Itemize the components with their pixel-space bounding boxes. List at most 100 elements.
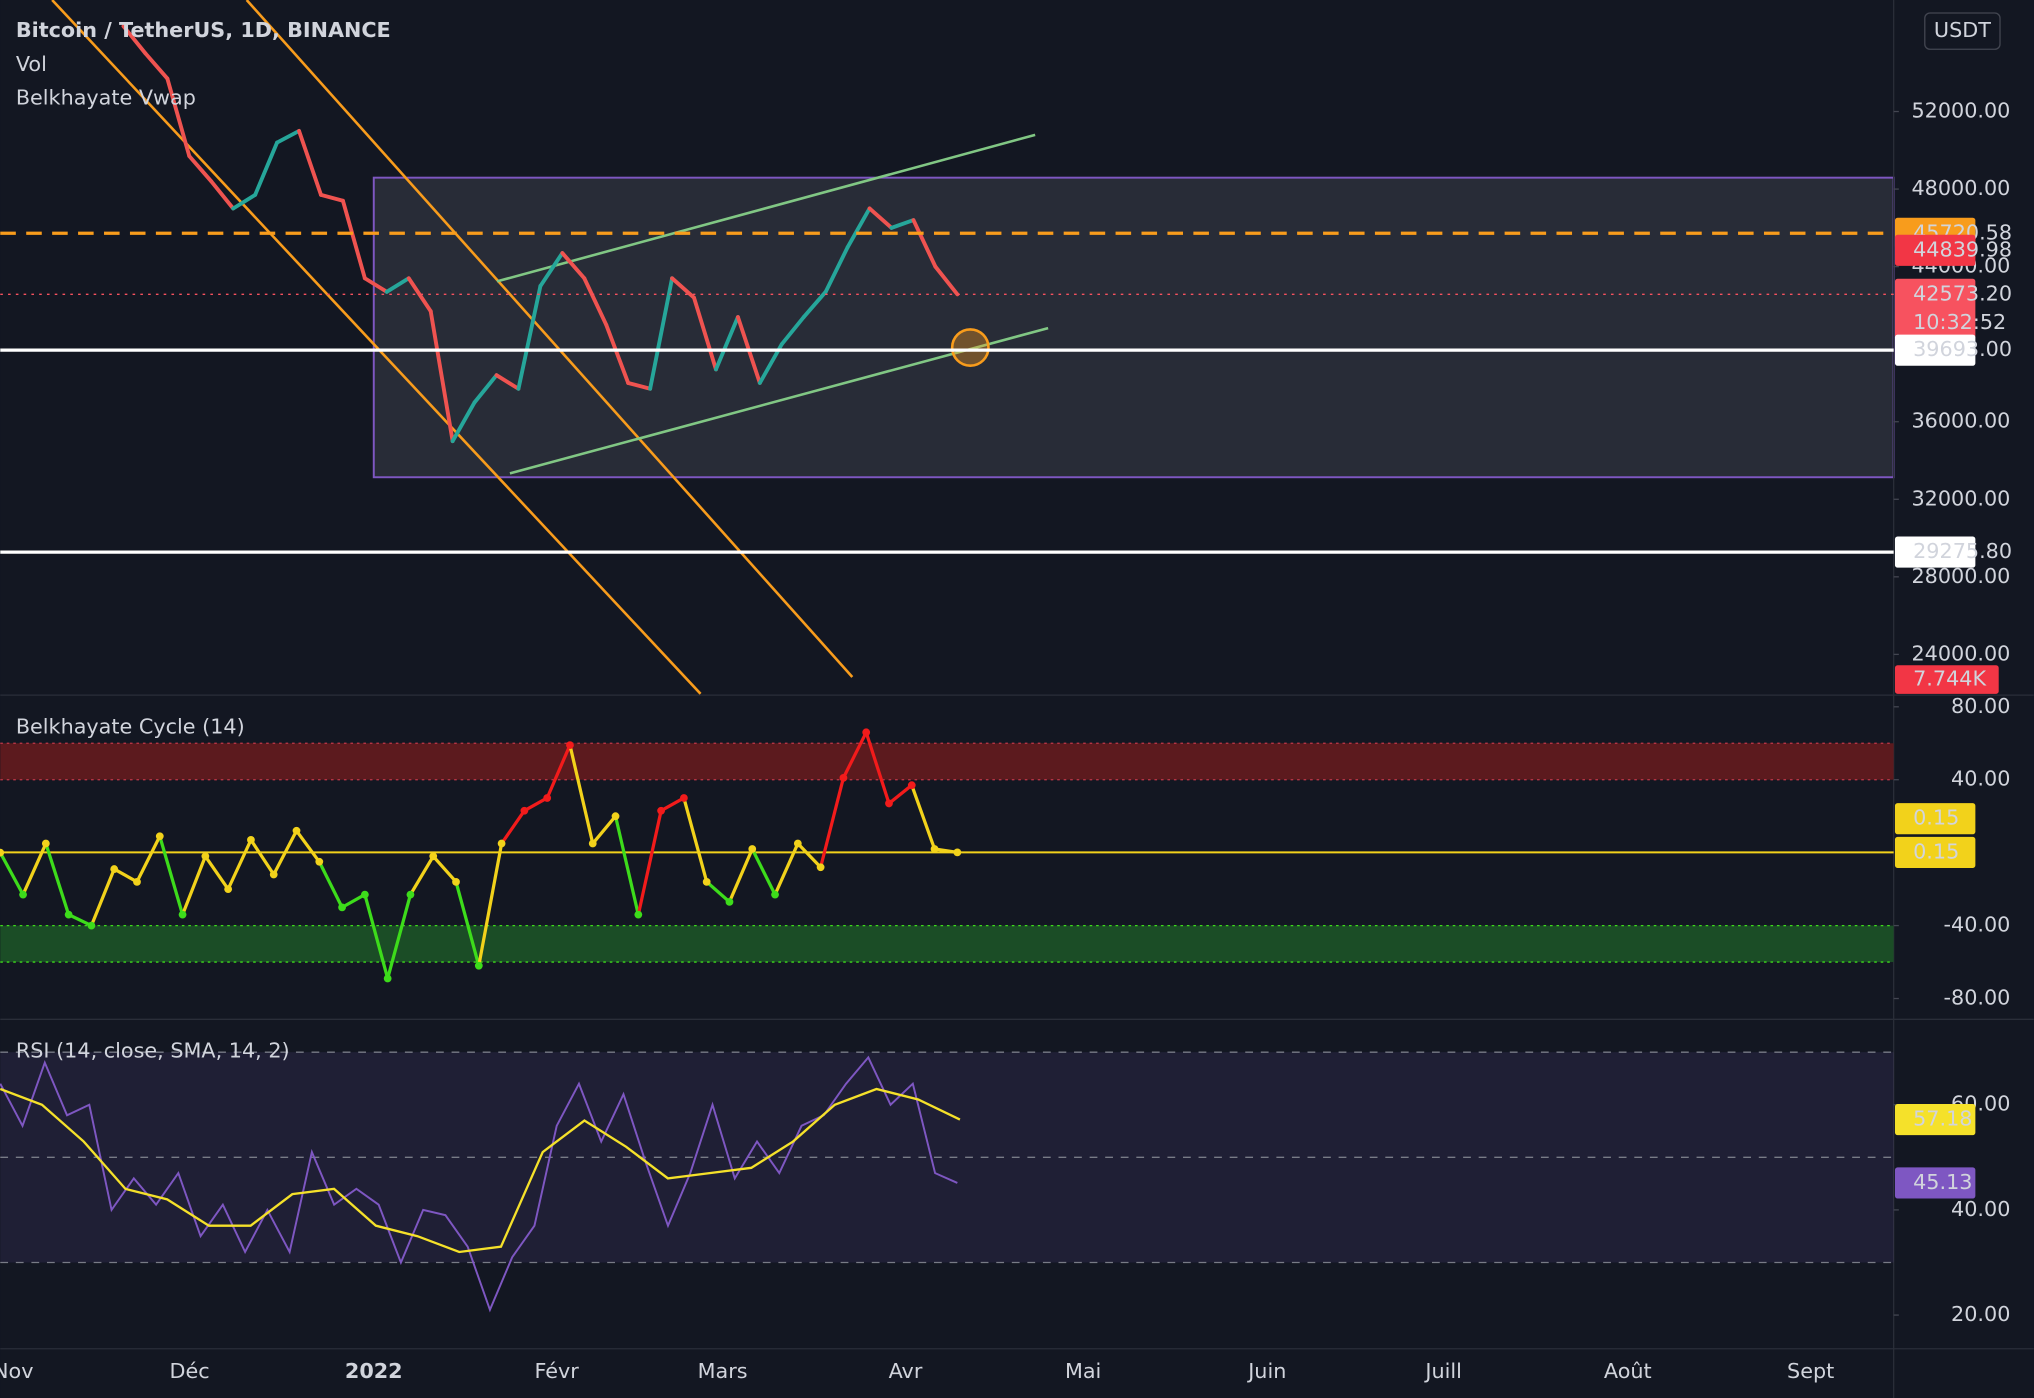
cycle-segment (113, 867, 138, 884)
price-segment (340, 198, 367, 281)
cycle-segment (158, 835, 185, 916)
cycle-segment (89, 868, 116, 927)
price-segment (889, 218, 916, 230)
price-segment (187, 154, 214, 184)
badge-label: 39693.00 (1913, 337, 2012, 361)
y-tick-label: 48000.00 (1911, 176, 2010, 200)
badge-label: 44839.98 (1913, 237, 2012, 261)
x-tick-label: Mars (698, 1359, 748, 1383)
price-segment (604, 322, 631, 385)
cycle-point (748, 845, 757, 853)
cycle-segment (409, 855, 435, 896)
price-segment (560, 251, 587, 281)
x-tick-label: Déc (170, 1359, 210, 1383)
y-tick-label: 52000.00 (1911, 99, 2010, 123)
price-badge (1894, 278, 1976, 339)
x-tick-label: 2022 (345, 1359, 403, 1383)
badge-label: 29275.80 (1913, 539, 2012, 563)
cycle-segment (750, 848, 777, 896)
cycle-segment (636, 810, 663, 915)
cycle-segment (181, 855, 207, 916)
cycle-segment (0, 851, 25, 896)
cycle-segment (249, 839, 276, 876)
y-tick-label: 40.00 (1951, 767, 2010, 791)
price-segment (231, 192, 258, 211)
cycle-segment (613, 815, 640, 916)
cycle-point (816, 863, 825, 872)
cycle-point (680, 794, 688, 802)
price-segment (275, 128, 301, 145)
cycle-point (907, 781, 916, 790)
badge-label: 0.15 (1913, 839, 1959, 863)
price-segment (472, 373, 499, 405)
cycle-point (497, 839, 506, 848)
cycle-point (702, 877, 711, 886)
cycle-point (247, 836, 255, 844)
marker-circle (950, 328, 990, 368)
cycle-segment (819, 777, 845, 868)
cycle-segment (363, 894, 390, 979)
cycle-segment (841, 731, 868, 779)
cycle-point (406, 890, 415, 899)
zone-band (0, 743, 1894, 780)
price-segment (626, 381, 653, 391)
price-segment (779, 315, 806, 347)
x-tick-label: Févr (534, 1359, 579, 1383)
cycle-point (41, 839, 50, 848)
x-tick-label: Août (1604, 1359, 1652, 1383)
cycle-point (87, 921, 96, 930)
price-segment (384, 276, 411, 294)
y-tick-label: 80.00 (1951, 694, 2010, 718)
cycle-point (474, 961, 483, 970)
channel-line (51, 0, 702, 695)
price-segment (845, 206, 872, 250)
y-tick-label: 20.00 (1951, 1302, 2010, 1326)
x-tick-label: Nov (0, 1359, 33, 1383)
range-box (372, 176, 1895, 479)
cycle-point (292, 826, 301, 835)
price-segment (319, 192, 345, 203)
x-tick-label: Avr (889, 1359, 923, 1383)
channel-line (509, 326, 1049, 475)
price-badge (1894, 234, 1976, 266)
cycle-segment (660, 796, 685, 813)
price-segment (823, 245, 850, 294)
price-badge (1894, 836, 1976, 868)
currency-label[interactable]: USDT (1934, 18, 1991, 42)
cycle-point (634, 910, 643, 919)
cycle-point (520, 806, 529, 815)
price-badge (1894, 803, 1976, 835)
cycle-segment (682, 797, 709, 883)
price-segment (867, 206, 894, 230)
cycle-point (0, 848, 5, 857)
cycle-segment (226, 839, 253, 890)
cycle-point (452, 877, 460, 886)
cycle-point (725, 897, 734, 906)
currency-button[interactable] (1924, 12, 2001, 50)
price-badge (1894, 1104, 1976, 1136)
cycle-segment (21, 842, 48, 896)
rsi-line (0, 1087, 961, 1254)
cycle-point (338, 903, 346, 912)
badge-label: 42573.20 (1913, 281, 2012, 305)
price-segment (933, 264, 960, 297)
cycle-point (429, 852, 438, 861)
cycle-segment (135, 835, 162, 883)
y-tick-label: 40.00 (1951, 1197, 2010, 1221)
cycle-point (19, 890, 27, 899)
price-badge (1894, 536, 1976, 568)
price-segment (670, 276, 696, 300)
cycle-segment (454, 881, 481, 967)
x-tick-label: Sept (1787, 1359, 1834, 1383)
price-segment (209, 179, 236, 211)
x-tick-label: Juill (1423, 1359, 1462, 1383)
price-segment (297, 128, 323, 197)
price-segment (692, 295, 718, 372)
cycle-segment (432, 855, 458, 883)
cycle-point (953, 848, 962, 857)
cycle-segment (272, 830, 298, 876)
price-segment (143, 51, 170, 81)
